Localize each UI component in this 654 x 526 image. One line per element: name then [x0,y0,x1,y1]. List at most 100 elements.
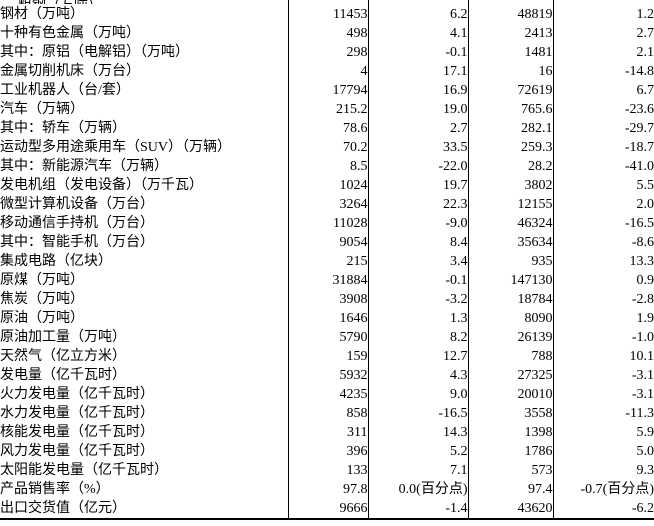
table-row: 移动通信手持机（万台） 11028 -9.0 46324 -16.5 [0,214,654,233]
value-cell-current-output: 97.8 [288,480,369,499]
product-cell: 其中：智能手机（万台） [0,233,289,252]
value-cell-cumulative-output: 259.3 [468,138,554,157]
value-cell-cumulative-output: 72619 [468,81,554,100]
value-cell-cumulative-growth: -11.3 [625,406,654,421]
table-row: 焦炭（万吨） 3908 -3.2 18784 -2.8 [0,290,654,309]
table-row: 产品销售率（%） 97.8 0.0(百分点) 97.4 -0.7(百分点) [0,480,654,499]
value-cell [288,0,369,5]
value-cell-cumulative-growth: 2.0 [636,197,654,212]
product-cell: 天然气（亿立方米） [0,347,289,366]
value-cell-cumulative-output: 1786 [468,442,554,461]
value-cell-cumulative-output: 3802 [468,176,554,195]
table-row: 金属切削机床（万台） 4 17.1 16 -14.8 [0,62,654,81]
product-cell: 原煤（万吨） [0,271,289,290]
value-cell-cumulative-growth: -1.0 [631,330,654,345]
value-cell-cumulative-output: 27325 [468,366,554,385]
value-cell-cumulative-output: 1398 [468,423,554,442]
value-cell-current-output: 78.6 [288,119,369,138]
value-cell-cumulative-output: 765.6 [468,100,554,119]
product-cell: 移动通信手持机（万台） [0,214,289,233]
value-cell-cumulative-output: 935 [468,252,554,271]
value-cell-cumulative-output: 46324 [468,214,554,233]
value-cell [368,0,469,5]
value-cell-current-output: 11028 [288,214,369,233]
value-cell-cumulative-output: 282.1 [468,119,554,138]
value-cell-current-growth: -0.1 [368,43,469,62]
product-cell: 集成电路（亿块） [0,252,289,271]
value-cell-current-growth: 2.7 [368,119,469,138]
value-cell-current-growth: -1.4 [368,499,469,519]
value-cell-cumulative-growth: -29.7 [624,121,654,136]
table-row: 太阳能发电量（亿千瓦时） 133 7.1 573 9.3 [0,461,654,480]
value-cell-cumulative-output: 26139 [468,328,554,347]
value-cell-current-output: 298 [288,43,369,62]
value-cell-cumulative-growth: 5.0 [636,444,654,459]
value-cell-current-output: 8.5 [288,157,369,176]
value-cell-cumulative-growth: 5.9 [636,425,654,440]
product-cell: 水力发电量（亿千瓦时） [0,404,289,423]
value-cell-current-output: 1646 [288,309,369,328]
table-row: 出口交货值（亿元） 9666 -1.4 43620 -6.2 [0,499,654,519]
table-row: 钢材（万吨） 11453 6.2 48819 1.2 [0,5,654,24]
value-cell-cumulative-output: 3558 [468,404,554,423]
value-cell-current-growth: 14.3 [368,423,469,442]
value-cell-cumulative-output: 12155 [468,195,554,214]
value-cell-current-output: 498 [288,24,369,43]
product-cell: 核能发电量（亿千瓦时） [0,423,289,442]
value-cell-cumulative-growth: -6.2 [631,501,654,516]
value-cell-cumulative-output: 2413 [468,24,554,43]
value-cell-cumulative-growth: 6.7 [636,83,654,98]
value-cell-cumulative-output: 147130 [468,271,554,290]
value-cell-cumulative-growth: 0.9 [636,273,654,288]
value-cell-current-output: 4235 [288,385,369,404]
clipped-label-fragment: 粗钢（万吨） [18,0,102,4]
value-cell-current-growth: -22.0 [368,157,469,176]
table-row: 其中：轿车（万辆） 78.6 2.7 282.1 -29.7 [0,119,654,138]
value-cell-current-output: 1024 [288,176,369,195]
product-cell: 其中：轿车（万辆） [0,119,289,138]
value-cell-current-output: 215 [288,252,369,271]
value-cell-current-growth: 8.2 [368,328,469,347]
product-cell: 工业机器人（台/套） [0,81,289,100]
value-cell-current-output: 3264 [288,195,369,214]
value-cell-current-growth: 19.0 [368,100,469,119]
value-cell-cumulative-output: 28.2 [468,157,554,176]
product-cell: 微型计算机设备（万台） [0,195,289,214]
value-cell-current-growth: -3.2 [368,290,469,309]
value-cell-cumulative-growth: -3.1 [631,368,654,383]
value-cell-current-output: 9054 [288,233,369,252]
value-cell-current-growth: 6.2 [368,5,469,24]
value-cell-current-growth: 22.3 [368,195,469,214]
product-cell: 其中：新能源汽车（万辆） [0,157,289,176]
value-cell-current-growth: 3.4 [368,252,469,271]
value-cell-cumulative-growth: -16.5 [624,216,654,231]
table-row: 其中：智能手机（万台） 9054 8.4 35634 -8.6 [0,233,654,252]
value-cell-current-output: 311 [288,423,369,442]
table-row: 工业机器人（台/套） 17794 16.9 72619 6.7 [0,81,654,100]
table-row: 集成电路（亿块） 215 3.4 935 13.3 [0,252,654,271]
table-row: 微型计算机设备（万台） 3264 22.3 12155 2.0 [0,195,654,214]
table-row: 发电量（亿千瓦时） 5932 4.3 27325 -3.1 [0,366,654,385]
table-row: 火力发电量（亿千瓦时） 4235 9.0 20010 -3.1 [0,385,654,404]
value-cell-cumulative-growth: 9.3 [636,463,654,478]
product-cell: 火力发电量（亿千瓦时） [0,385,289,404]
value-cell-cumulative-growth: 10.1 [629,349,654,364]
table-row: 水力发电量（亿千瓦时） 858 -16.5 3558 -11.3 [0,404,654,423]
value-cell-cumulative-growth: 1.9 [636,311,654,326]
table-row: 其中：原铝（电解铝）（万吨） 298 -0.1 1481 2.1 [0,43,654,62]
value-cell-current-output: 159 [288,347,369,366]
value-cell-current-growth: 9.0 [368,385,469,404]
value-cell-current-growth: -0.1 [368,271,469,290]
product-cell: 原油加工量（万吨） [0,328,289,347]
value-cell-cumulative-output: 20010 [468,385,554,404]
product-cell: 产品销售率（%） [0,480,289,499]
product-cell: 风力发电量（亿千瓦时） [0,442,289,461]
value-cell-cumulative-growth: 13.3 [629,254,654,269]
value-cell-cumulative-growth: -18.7 [624,140,654,155]
value-cell-current-output: 70.2 [288,138,369,157]
clipped-top-row: 粗钢（万吨） [0,0,654,5]
value-cell-current-growth: 19.7 [368,176,469,195]
